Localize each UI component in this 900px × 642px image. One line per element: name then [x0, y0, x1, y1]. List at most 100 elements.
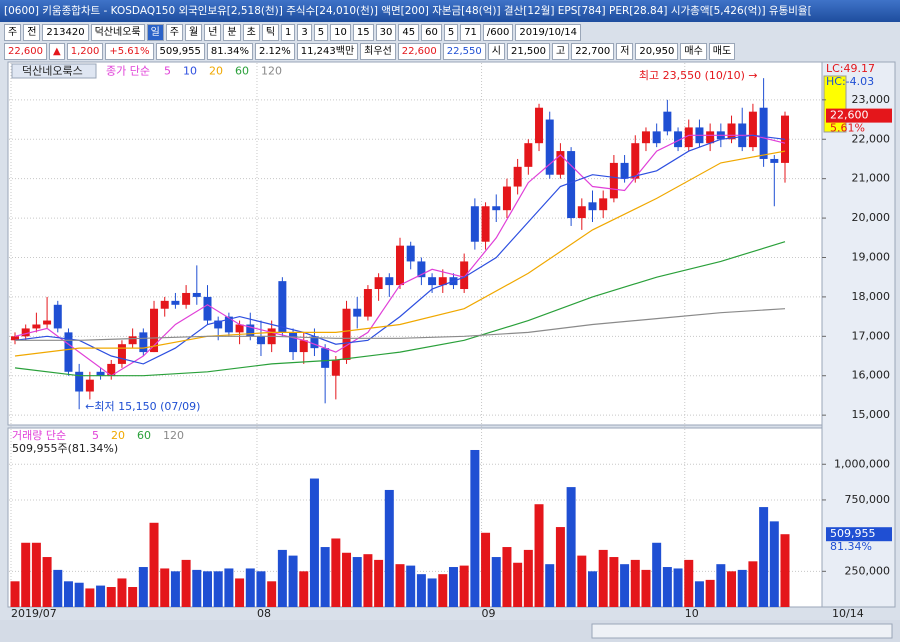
toolbar-item[interactable]: 주	[165, 24, 183, 41]
quote-item[interactable]: 시	[487, 43, 505, 60]
toolbar-item[interactable]: 15	[352, 24, 374, 41]
volume-bar	[416, 574, 426, 607]
toolbar-item[interactable]: 초	[242, 24, 260, 41]
volume-bar	[288, 555, 298, 607]
toolbar-item[interactable]: 213420	[42, 24, 89, 41]
candle-body	[182, 292, 191, 305]
last-price-box	[826, 108, 892, 123]
toolbar-item[interactable]: 60	[421, 24, 442, 41]
low-annotation: ←최저 15,150 (07/09)	[85, 400, 200, 413]
quote-row: 22,600 ▲ 1,200 +5.61% 509,955 81.34% 2.12% 11,2…	[4, 43, 736, 60]
volume-bar	[705, 579, 715, 607]
ma-line	[14, 134, 786, 365]
toolbar-item[interactable]: 71	[460, 24, 481, 41]
toolbar-item[interactable]: 3	[297, 24, 312, 41]
volume-bar	[673, 568, 683, 607]
toolbar-item[interactable]: 분	[223, 24, 241, 41]
toolbar-item[interactable]: 틱	[261, 24, 280, 41]
volume-bar	[117, 578, 127, 607]
quote-item[interactable]: 최우선	[360, 43, 396, 60]
candle-body	[342, 308, 351, 360]
quote-item[interactable]: 20,950	[635, 43, 679, 60]
candle-body	[396, 245, 404, 286]
quote-item[interactable]: 22,700	[571, 43, 615, 60]
candle-body	[171, 300, 180, 305]
toolbar-item[interactable]: 1	[281, 24, 296, 41]
quote-item[interactable]: 22,550	[442, 43, 486, 60]
toolbar-item[interactable]: 5	[443, 24, 459, 41]
candle-body	[727, 123, 736, 140]
candle-body	[556, 151, 565, 175]
y-tick-label: 20,000	[852, 211, 891, 224]
quote-item[interactable]: 81.34%	[206, 43, 253, 60]
legend-entry: 20	[209, 65, 223, 78]
legend-entry: 5	[164, 65, 171, 78]
candle-body	[524, 143, 533, 167]
toolbar-item[interactable]: 전	[23, 24, 41, 41]
toolbar-item[interactable]: 5	[313, 24, 329, 41]
end-date: 10/14	[832, 607, 864, 620]
y-tick-label: 1,000,000	[834, 457, 890, 470]
quote-item[interactable]: 매수	[680, 43, 707, 60]
volume-bar	[10, 581, 20, 607]
quote-item[interactable]: 고	[551, 43, 570, 60]
volume-bar	[192, 569, 202, 607]
high-annotation: 최고 23,550 (10/10) →	[639, 69, 758, 82]
volume-bar	[684, 559, 694, 607]
ma-line	[14, 134, 786, 377]
quote-item[interactable]: 저	[616, 43, 634, 60]
volume-bar	[448, 567, 458, 607]
volume-bar	[481, 532, 491, 607]
quote-item[interactable]: 2.12%	[255, 43, 295, 60]
quote-item[interactable]: ▲	[49, 43, 65, 60]
quote-item[interactable]: 22,600	[397, 43, 441, 60]
quote-item[interactable]: +5.61%	[105, 43, 154, 60]
volume-bar	[513, 562, 523, 607]
candle-body	[620, 162, 629, 179]
y-tick-label: 250,000	[845, 564, 891, 577]
legend-entry: 20	[111, 429, 125, 442]
volume-bar	[149, 522, 159, 607]
volume-bar	[620, 564, 630, 607]
candle-body	[353, 308, 362, 317]
candle-body	[150, 308, 159, 353]
quote-item[interactable]: 22,600	[4, 43, 47, 60]
quote-item[interactable]: 21,500	[506, 43, 550, 60]
volume-bar	[181, 559, 191, 607]
toolbar-item[interactable]: 덕산네오룩	[90, 24, 145, 41]
volume-bar	[577, 555, 587, 607]
toolbar-item[interactable]: 일	[146, 24, 164, 41]
candle-body	[96, 371, 105, 376]
toolbar-item[interactable]: 30	[375, 24, 397, 41]
quote-item[interactable]: 1,200	[66, 43, 104, 60]
toolbar-item[interactable]: 주	[4, 24, 22, 41]
candle-body	[203, 296, 212, 321]
legend-entry: 60	[235, 65, 249, 78]
toolbar-item[interactable]: 월	[185, 24, 203, 41]
candle-body	[663, 111, 672, 132]
candle-body	[588, 202, 597, 211]
volume-bar	[427, 578, 437, 607]
toolbar-item[interactable]: /600	[482, 24, 514, 41]
quote-item[interactable]: 11,243백만	[296, 43, 359, 60]
candle-body	[502, 186, 511, 211]
title-bar: [0600] 키움종합차트 - KOSDAQ150 외국인보유[2,518(천)…	[0, 0, 900, 22]
candle-body	[246, 324, 255, 337]
volume-bar	[759, 507, 769, 607]
candle-body	[545, 119, 554, 175]
toolbar-item[interactable]: 2019/10/14	[515, 24, 582, 41]
quote-item[interactable]: 매도	[708, 43, 736, 60]
volume-bar	[630, 559, 640, 607]
toolbar-item[interactable]: 45	[398, 24, 420, 41]
candle-body	[224, 316, 233, 333]
toolbar-item[interactable]: 10	[330, 24, 351, 41]
toolbar-item[interactable]: 년	[204, 24, 222, 41]
quote-item[interactable]: 509,955	[155, 43, 205, 60]
volume-bar	[384, 489, 394, 607]
candle-body	[139, 332, 148, 353]
volume-bar	[224, 568, 234, 607]
x-tick-label: 09	[482, 607, 496, 620]
candle-body	[577, 206, 586, 219]
volume-legend-title: 거래량 단순	[12, 429, 66, 442]
